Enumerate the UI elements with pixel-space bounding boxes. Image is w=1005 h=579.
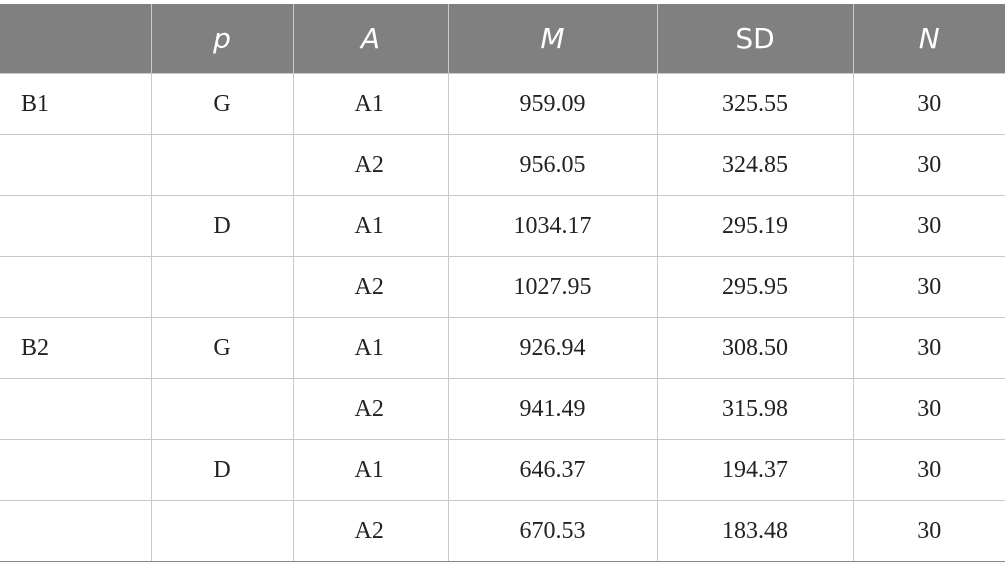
cell-m: 670.53 <box>448 500 658 562</box>
header-m: M <box>448 4 658 74</box>
table-row: D A1 1034.17 295.19 30 <box>0 195 1005 257</box>
cell-m: 1027.95 <box>448 256 658 318</box>
cell-n: 30 <box>853 317 1005 379</box>
table-row: A2 670.53 183.48 30 <box>0 500 1005 562</box>
cell-b <box>0 134 152 196</box>
cell-sd: 315.98 <box>657 378 854 440</box>
table-row: B2 G A1 926.94 308.50 30 <box>0 317 1005 379</box>
cell-p <box>151 256 294 318</box>
table-row: D A1 646.37 194.37 30 <box>0 439 1005 501</box>
stats-table-container: p A M SD N B1 G A1 959.09 325.55 30 A2 9… <box>0 4 1005 562</box>
cell-n: 30 <box>853 439 1005 501</box>
header-blank <box>0 4 152 74</box>
cell-n: 30 <box>853 500 1005 562</box>
cell-b <box>0 256 152 318</box>
cell-a: A2 <box>293 378 449 440</box>
cell-a: A2 <box>293 134 449 196</box>
cell-sd: 308.50 <box>657 317 854 379</box>
cell-p: G <box>151 317 294 379</box>
cell-p: G <box>151 73 294 135</box>
cell-b <box>0 195 152 257</box>
cell-m: 646.37 <box>448 439 658 501</box>
cell-m: 956.05 <box>448 134 658 196</box>
cell-sd: 325.55 <box>657 73 854 135</box>
cell-b <box>0 378 152 440</box>
cell-p <box>151 378 294 440</box>
cell-p <box>151 500 294 562</box>
table-row: A2 941.49 315.98 30 <box>0 378 1005 440</box>
cell-sd: 183.48 <box>657 500 854 562</box>
cell-a: A2 <box>293 256 449 318</box>
cell-a: A1 <box>293 317 449 379</box>
stats-table: p A M SD N B1 G A1 959.09 325.55 30 A2 9… <box>0 4 1005 562</box>
cell-sd: 194.37 <box>657 439 854 501</box>
cell-n: 30 <box>853 134 1005 196</box>
cell-b: B2 <box>0 317 152 379</box>
cell-b: B1 <box>0 73 152 135</box>
header-a: A <box>293 4 449 74</box>
table-header-row: p A M SD N <box>0 4 1005 74</box>
cell-p <box>151 134 294 196</box>
cell-sd: 295.19 <box>657 195 854 257</box>
header-p: p <box>151 4 294 74</box>
table-row: A2 956.05 324.85 30 <box>0 134 1005 196</box>
cell-b <box>0 500 152 562</box>
cell-n: 30 <box>853 73 1005 135</box>
cell-n: 30 <box>853 256 1005 318</box>
cell-m: 1034.17 <box>448 195 658 257</box>
cell-n: 30 <box>853 195 1005 257</box>
header-n: N <box>853 4 1005 74</box>
cell-a: A1 <box>293 195 449 257</box>
cell-n: 30 <box>853 378 1005 440</box>
table-row: B1 G A1 959.09 325.55 30 <box>0 73 1005 135</box>
cell-p: D <box>151 195 294 257</box>
cell-m: 926.94 <box>448 317 658 379</box>
cell-a: A1 <box>293 73 449 135</box>
cell-m: 941.49 <box>448 378 658 440</box>
header-sd: SD <box>657 4 854 74</box>
table-row: A2 1027.95 295.95 30 <box>0 256 1005 318</box>
cell-p: D <box>151 439 294 501</box>
cell-a: A2 <box>293 500 449 562</box>
cell-b <box>0 439 152 501</box>
cell-a: A1 <box>293 439 449 501</box>
cell-sd: 324.85 <box>657 134 854 196</box>
cell-sd: 295.95 <box>657 256 854 318</box>
cell-m: 959.09 <box>448 73 658 135</box>
